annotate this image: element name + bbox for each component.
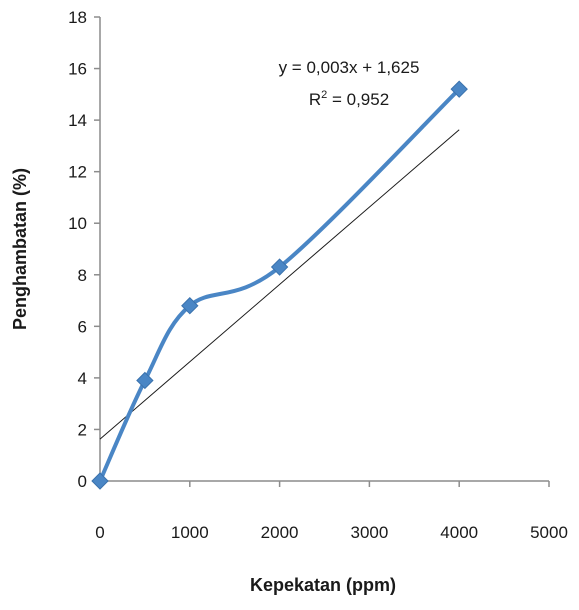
y-axis-title: Penghambatan (%) bbox=[10, 168, 30, 330]
y-tick-label: 16 bbox=[68, 60, 87, 79]
x-ticks: 0 1000 2000 3000 4000 5000 bbox=[95, 481, 568, 542]
y-ticks: 0 2 4 6 8 10 12 14 16 18 bbox=[68, 8, 100, 491]
y-tick-label: 8 bbox=[78, 266, 87, 285]
y-tick-label: 18 bbox=[68, 8, 87, 27]
data-point-marker bbox=[136, 371, 154, 390]
x-tick-label: 2000 bbox=[261, 523, 299, 542]
y-tick-label: 0 bbox=[78, 472, 87, 491]
series-line bbox=[98, 87, 462, 483]
r-squared-prefix: R bbox=[309, 90, 321, 109]
data-point-marker bbox=[270, 258, 289, 276]
r-squared-superscript: 2 bbox=[321, 89, 327, 101]
y-tick-label: 4 bbox=[78, 369, 87, 388]
x-tick-label: 0 bbox=[95, 523, 104, 542]
y-tick-label: 12 bbox=[68, 163, 87, 182]
data-point-marker bbox=[91, 472, 109, 490]
data-point-marker bbox=[450, 80, 468, 98]
series-markers bbox=[91, 80, 468, 490]
y-tick-label: 2 bbox=[78, 420, 87, 439]
axes bbox=[99, 17, 549, 482]
y-tick-label: 10 bbox=[68, 214, 87, 233]
r-squared-label: R2 = 0,952 bbox=[309, 89, 389, 109]
y-tick-label: 6 bbox=[78, 317, 87, 336]
x-tick-label: 3000 bbox=[350, 523, 388, 542]
x-tick-label: 4000 bbox=[440, 523, 478, 542]
x-tick-label: 5000 bbox=[530, 523, 568, 542]
x-tick-label: 1000 bbox=[171, 523, 209, 542]
r-squared-value: = 0,952 bbox=[327, 90, 389, 109]
trendline-equation: y = 0,003x + 1,625 bbox=[279, 58, 420, 77]
data-point-marker bbox=[181, 297, 199, 315]
x-axis-title: Kepekatan (ppm) bbox=[250, 575, 396, 595]
y-tick-label: 14 bbox=[68, 111, 87, 130]
trendline bbox=[99, 129, 460, 440]
